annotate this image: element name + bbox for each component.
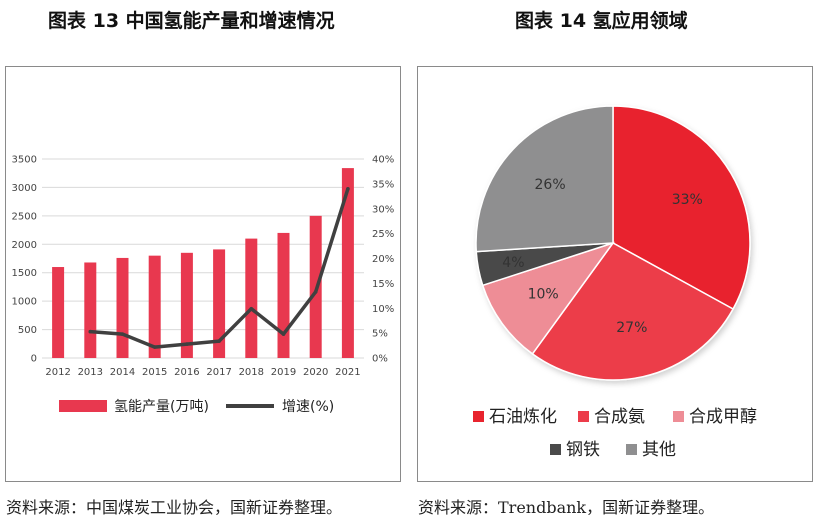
bar — [277, 232, 290, 358]
x-tick-label: 2018 — [239, 367, 264, 378]
bar — [180, 252, 193, 358]
growth-rate-point — [346, 187, 350, 191]
bar — [341, 168, 354, 358]
growth-rate-point — [249, 306, 254, 311]
y-right-tick-label: 15% — [372, 279, 394, 290]
pie-slices — [475, 105, 751, 381]
x-tick-label: 2015 — [142, 367, 167, 378]
bar — [245, 238, 258, 358]
bar-line-chart: 0 500 1000 1500 2000 2500 3000 3500 0% 5% 10% 15% 20… — [12, 155, 395, 416]
y-left-tick-label: 3000 — [12, 183, 37, 194]
y-right-tick-label: 35% — [372, 179, 394, 190]
x-tick-label: 2016 — [174, 367, 199, 378]
y-right-tick-label: 0% — [372, 354, 388, 365]
legend-label: 钢铁 — [566, 440, 600, 460]
legend-swatch — [550, 444, 561, 455]
pie-slice — [612, 105, 751, 311]
pie-slice-label: 10% — [528, 287, 559, 303]
bar-line-chart-panel: 0 500 1000 1500 2000 2500 3000 3500 0% 5% 10% 15% 20… — [5, 66, 401, 482]
pie-slice-label: 4% — [502, 255, 524, 271]
bar — [116, 257, 129, 358]
pie-slice — [481, 241, 615, 355]
y-left-tick-label: 1000 — [12, 297, 37, 308]
bar — [148, 255, 161, 358]
legend-label-growth: 增速(%) — [282, 399, 334, 415]
x-tick-label: 2014 — [110, 367, 135, 378]
growth-rate-point — [152, 345, 157, 349]
pie-slice-label: 33% — [672, 192, 703, 208]
y-right-tick-label: 30% — [372, 204, 394, 215]
x-tick-label: 2012 — [45, 367, 70, 378]
chart-title-hydrogen-applications: 图表 14 氢应用领域 — [515, 10, 688, 32]
legend-label: 石油炼化 — [489, 407, 557, 427]
legend-swatch — [626, 444, 637, 455]
legend-label: 其他 — [642, 440, 676, 460]
y-left-tick-label: 1500 — [12, 268, 37, 279]
legend-label: 合成氨 — [594, 407, 645, 427]
y-right-tick-label: 40% — [372, 155, 394, 166]
bar — [213, 249, 226, 358]
y-right-tick-label: 25% — [372, 229, 394, 240]
source-note-left: 资料来源：中国煤炭工业协会，国新证券整理。 — [6, 498, 343, 517]
growth-rate-point — [120, 332, 125, 336]
growth-rate-point — [313, 290, 318, 294]
legend-label: 合成甲醇 — [689, 407, 757, 427]
chart-title-hydrogen-production: 图表 13 中国氢能产量和增速情况 — [48, 10, 335, 32]
growth-rate-point — [217, 339, 221, 343]
source-note-right: 资料来源：Trendbank，国新证券整理。 — [418, 498, 715, 517]
y-left-tick-label: 3500 — [12, 155, 37, 166]
x-tick-label: 2013 — [78, 367, 103, 378]
pie-slice — [475, 105, 614, 253]
legend-swatch — [578, 411, 589, 422]
legend-label-production: 氢能产量(万吨) — [114, 399, 209, 415]
y-right-tick-label: 5% — [372, 329, 388, 340]
legend-swatch — [473, 411, 484, 422]
bar — [84, 262, 97, 358]
y-left-tick-label: 2000 — [12, 240, 37, 251]
growth-rate-point — [281, 332, 286, 336]
pie-slice-label: 26% — [535, 177, 566, 193]
pie-slice — [531, 242, 735, 381]
legend-swatch — [673, 411, 684, 422]
growth-rate-point — [88, 329, 93, 334]
x-tick-label: 2017 — [206, 367, 231, 378]
legend-swatch-production — [59, 400, 107, 412]
growth-rate-point — [185, 342, 189, 346]
y-left-tick-label: 500 — [18, 325, 37, 336]
bar — [52, 267, 65, 358]
y-right-tick-label: 20% — [372, 254, 394, 265]
pie-slice-label: 27% — [616, 320, 647, 336]
y-right-tick-label: 10% — [372, 304, 394, 315]
x-tick-label: 2019 — [271, 367, 296, 378]
y-left-tick-label: 2500 — [12, 211, 37, 222]
y-left-tick-label: 0 — [31, 354, 37, 365]
x-tick-label: 2021 — [335, 367, 360, 378]
pie-chart-panel: 33% 27% 10% 4% 26% 石油炼化 合成氨 合成甲醇钢铁 其他 — [417, 66, 813, 482]
x-tick-label: 2020 — [303, 367, 328, 378]
